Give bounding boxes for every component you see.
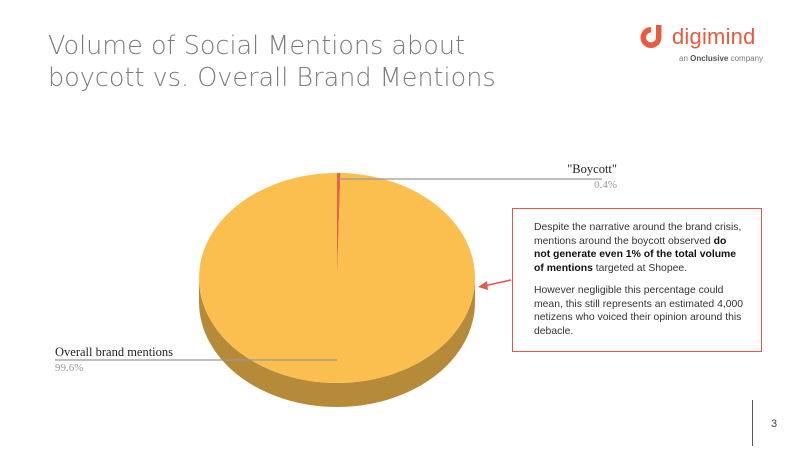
callout-paragraph-1: Despite the narrative around the brand c… [534,222,742,274]
callout-paragraph-2: However negligible this percentage could… [534,285,744,337]
pie-slice-overall-brand-mentions [199,173,476,384]
digimind-logo: digimind an Onclusive company [636,22,776,68]
page-number: 3 [771,418,778,430]
logo-wordmark: digimind [672,24,756,49]
digimind-logo-icon [640,25,662,48]
callout-box: Despite the narrative around the brand c… [512,208,762,352]
label-boycott: "Boycott" [567,162,617,176]
value-label-overall: 99.6% [55,362,83,374]
page-divider [752,400,753,446]
slide-title: Volume of Social Mentions about boycott … [48,30,568,94]
pie-side-wall [199,278,475,407]
callout-arrow-head [478,281,488,290]
pie-slice-boycott [337,173,341,278]
value-label-boycott: 0.4% [594,179,617,191]
slide-title-line-2: boycott vs. Overall Brand Mentions [48,63,496,93]
callout-arrow-line [483,279,512,287]
logo-tagline: an Onclusive company [679,54,764,63]
logo-tagline-brand: Onclusive [690,54,729,63]
callout-emphasis: do not generate even 1% of the total vol… [534,235,737,274]
label-overall: Overall brand mentions [55,345,173,359]
slide-title-line-1: Volume of Social Mentions about [48,31,466,61]
